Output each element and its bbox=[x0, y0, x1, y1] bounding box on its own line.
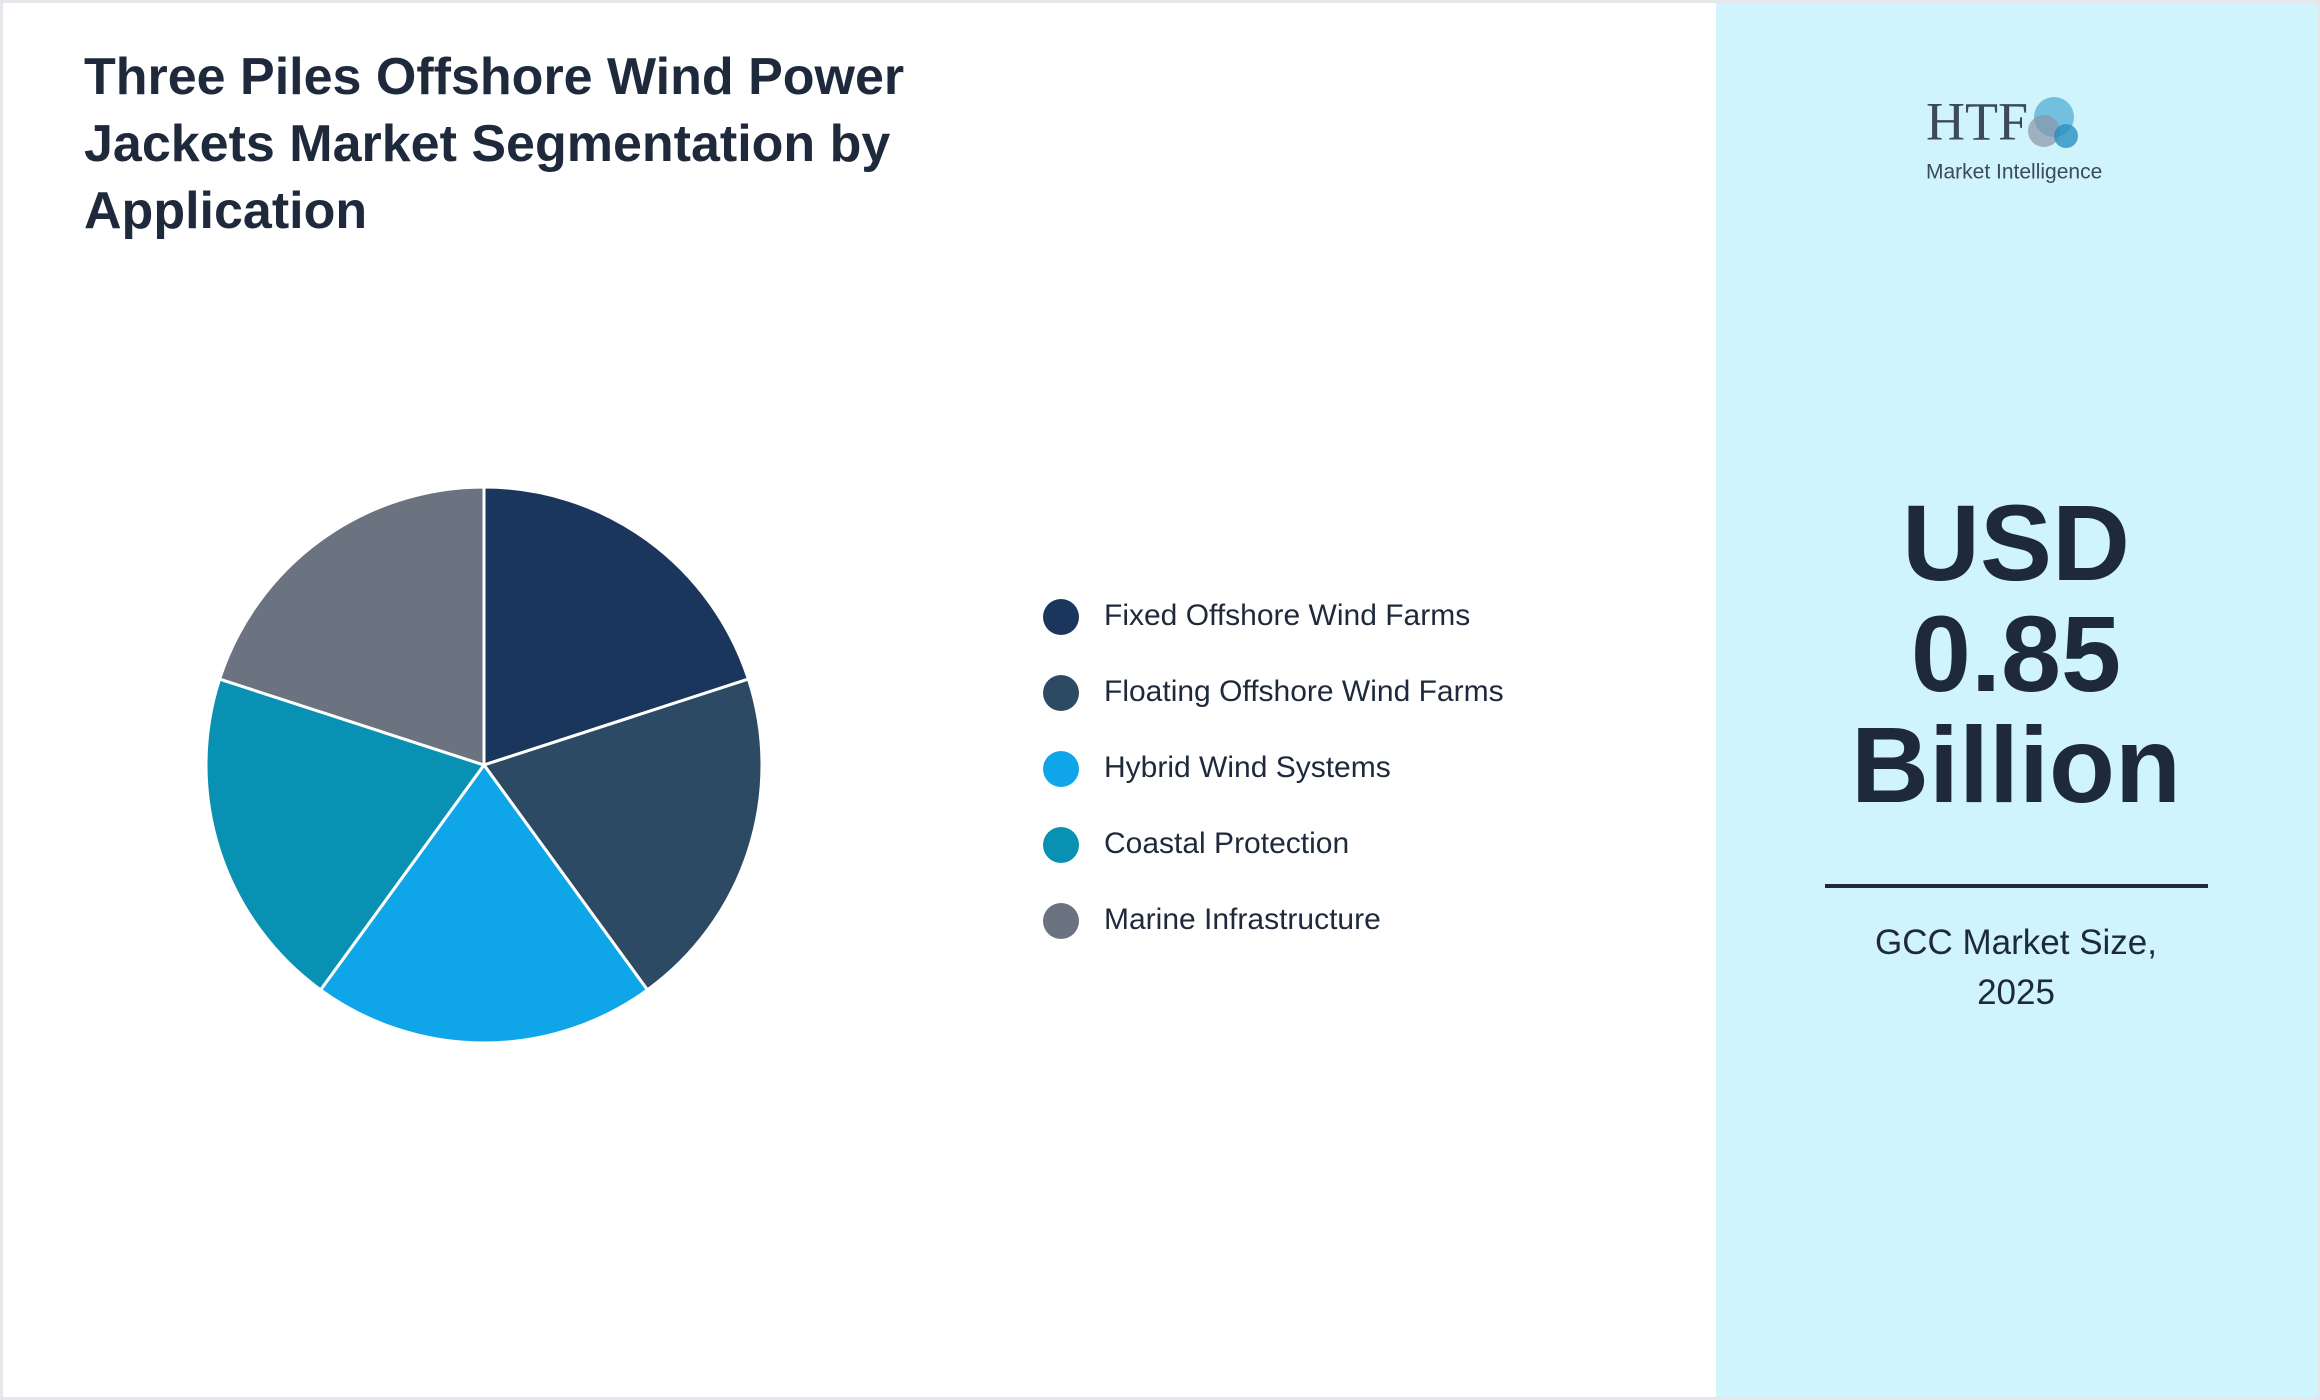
side-panel: HTF Market Intelligence USD 0.85 Billion… bbox=[1716, 3, 2317, 1397]
pie-slice bbox=[318, 762, 650, 1045]
pie-slice bbox=[204, 677, 487, 993]
legend-label: Floating Offshore Wind Farms bbox=[1104, 675, 1504, 708]
pie-slice bbox=[217, 485, 486, 768]
legend-swatch bbox=[1043, 827, 1079, 863]
legend-label: Fixed Offshore Wind Farms bbox=[1104, 599, 1470, 632]
logo-tagline: Market Intelligence bbox=[1926, 161, 2102, 184]
legend-swatch bbox=[1043, 903, 1079, 939]
pie-slice bbox=[482, 485, 751, 768]
market-size: USD 0.85 Billion bbox=[1851, 482, 2181, 825]
chart: Fixed Offshore Wind Farms Floating Offsho… bbox=[204, 485, 1504, 1045]
legend-swatch bbox=[1043, 751, 1079, 787]
legend-label: Hybrid Wind Systems bbox=[1104, 751, 1391, 784]
pie-slice bbox=[481, 677, 764, 993]
logo: HTF Market Intelligence bbox=[1926, 91, 2102, 184]
legend-label: Marine Infrastructure bbox=[1104, 903, 1381, 936]
logo-name: HTF bbox=[1926, 91, 2028, 151]
legend-label: Coastal Protection bbox=[1104, 827, 1349, 860]
legend-swatch bbox=[1043, 675, 1079, 711]
market-caption: GCC Market Size, 2025 bbox=[1875, 923, 2157, 1012]
chart-title: Three Piles Offshore Wind Power Jackets … bbox=[84, 48, 905, 240]
logo-mark bbox=[2054, 124, 2078, 148]
legend-swatch bbox=[1043, 599, 1079, 635]
logo-mark bbox=[2028, 115, 2060, 147]
divider bbox=[1825, 884, 2208, 888]
